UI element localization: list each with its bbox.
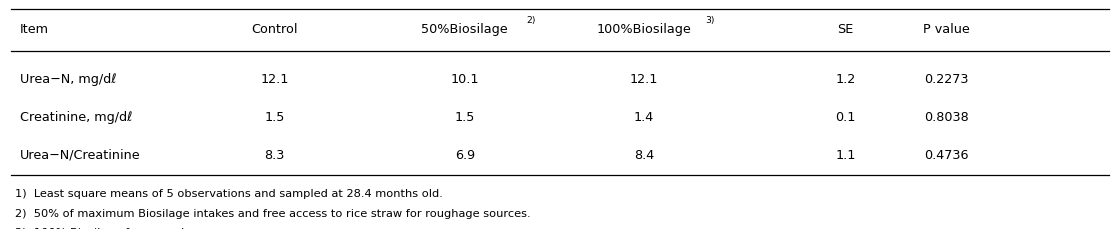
- Text: 2)  50% of maximum Biosilage intakes and free access to rice straw for roughage : 2) 50% of maximum Biosilage intakes and …: [15, 208, 530, 218]
- Text: 1.1: 1.1: [836, 148, 856, 161]
- Text: 0.1: 0.1: [836, 110, 856, 123]
- Text: Urea−N, mg/dℓ: Urea−N, mg/dℓ: [20, 73, 116, 85]
- Text: 8.4: 8.4: [634, 148, 654, 161]
- Text: 12.1: 12.1: [260, 73, 289, 85]
- Text: 2): 2): [526, 16, 535, 25]
- Text: 0.2273: 0.2273: [924, 73, 969, 85]
- Text: Item: Item: [20, 23, 49, 36]
- Text: 0.4736: 0.4736: [924, 148, 969, 161]
- Text: 1.5: 1.5: [264, 110, 284, 123]
- Text: 1.2: 1.2: [836, 73, 856, 85]
- Text: 0.8038: 0.8038: [924, 110, 969, 123]
- Text: 3): 3): [706, 16, 715, 25]
- Text: Creatinine, mg/dℓ: Creatinine, mg/dℓ: [20, 110, 132, 123]
- Text: Control: Control: [251, 23, 298, 36]
- Text: 50%Biosilage: 50%Biosilage: [421, 23, 508, 36]
- Text: 100%Biosilage: 100%Biosilage: [597, 23, 691, 36]
- Text: 10.1: 10.1: [450, 73, 479, 85]
- Text: 12.1: 12.1: [629, 73, 659, 85]
- Text: 1.4: 1.4: [634, 110, 654, 123]
- Text: 6.9: 6.9: [455, 148, 475, 161]
- Text: 3)  100% Biosilage for a roughage source.: 3) 100% Biosilage for a roughage source.: [15, 227, 254, 229]
- Text: Urea−N/Creatinine: Urea−N/Creatinine: [20, 148, 141, 161]
- Text: 1)  Least square means of 5 observations and sampled at 28.4 months old.: 1) Least square means of 5 observations …: [15, 188, 442, 199]
- Text: P value: P value: [923, 23, 970, 36]
- Text: 1.5: 1.5: [455, 110, 475, 123]
- Text: SE: SE: [838, 23, 853, 36]
- Text: 8.3: 8.3: [264, 148, 284, 161]
